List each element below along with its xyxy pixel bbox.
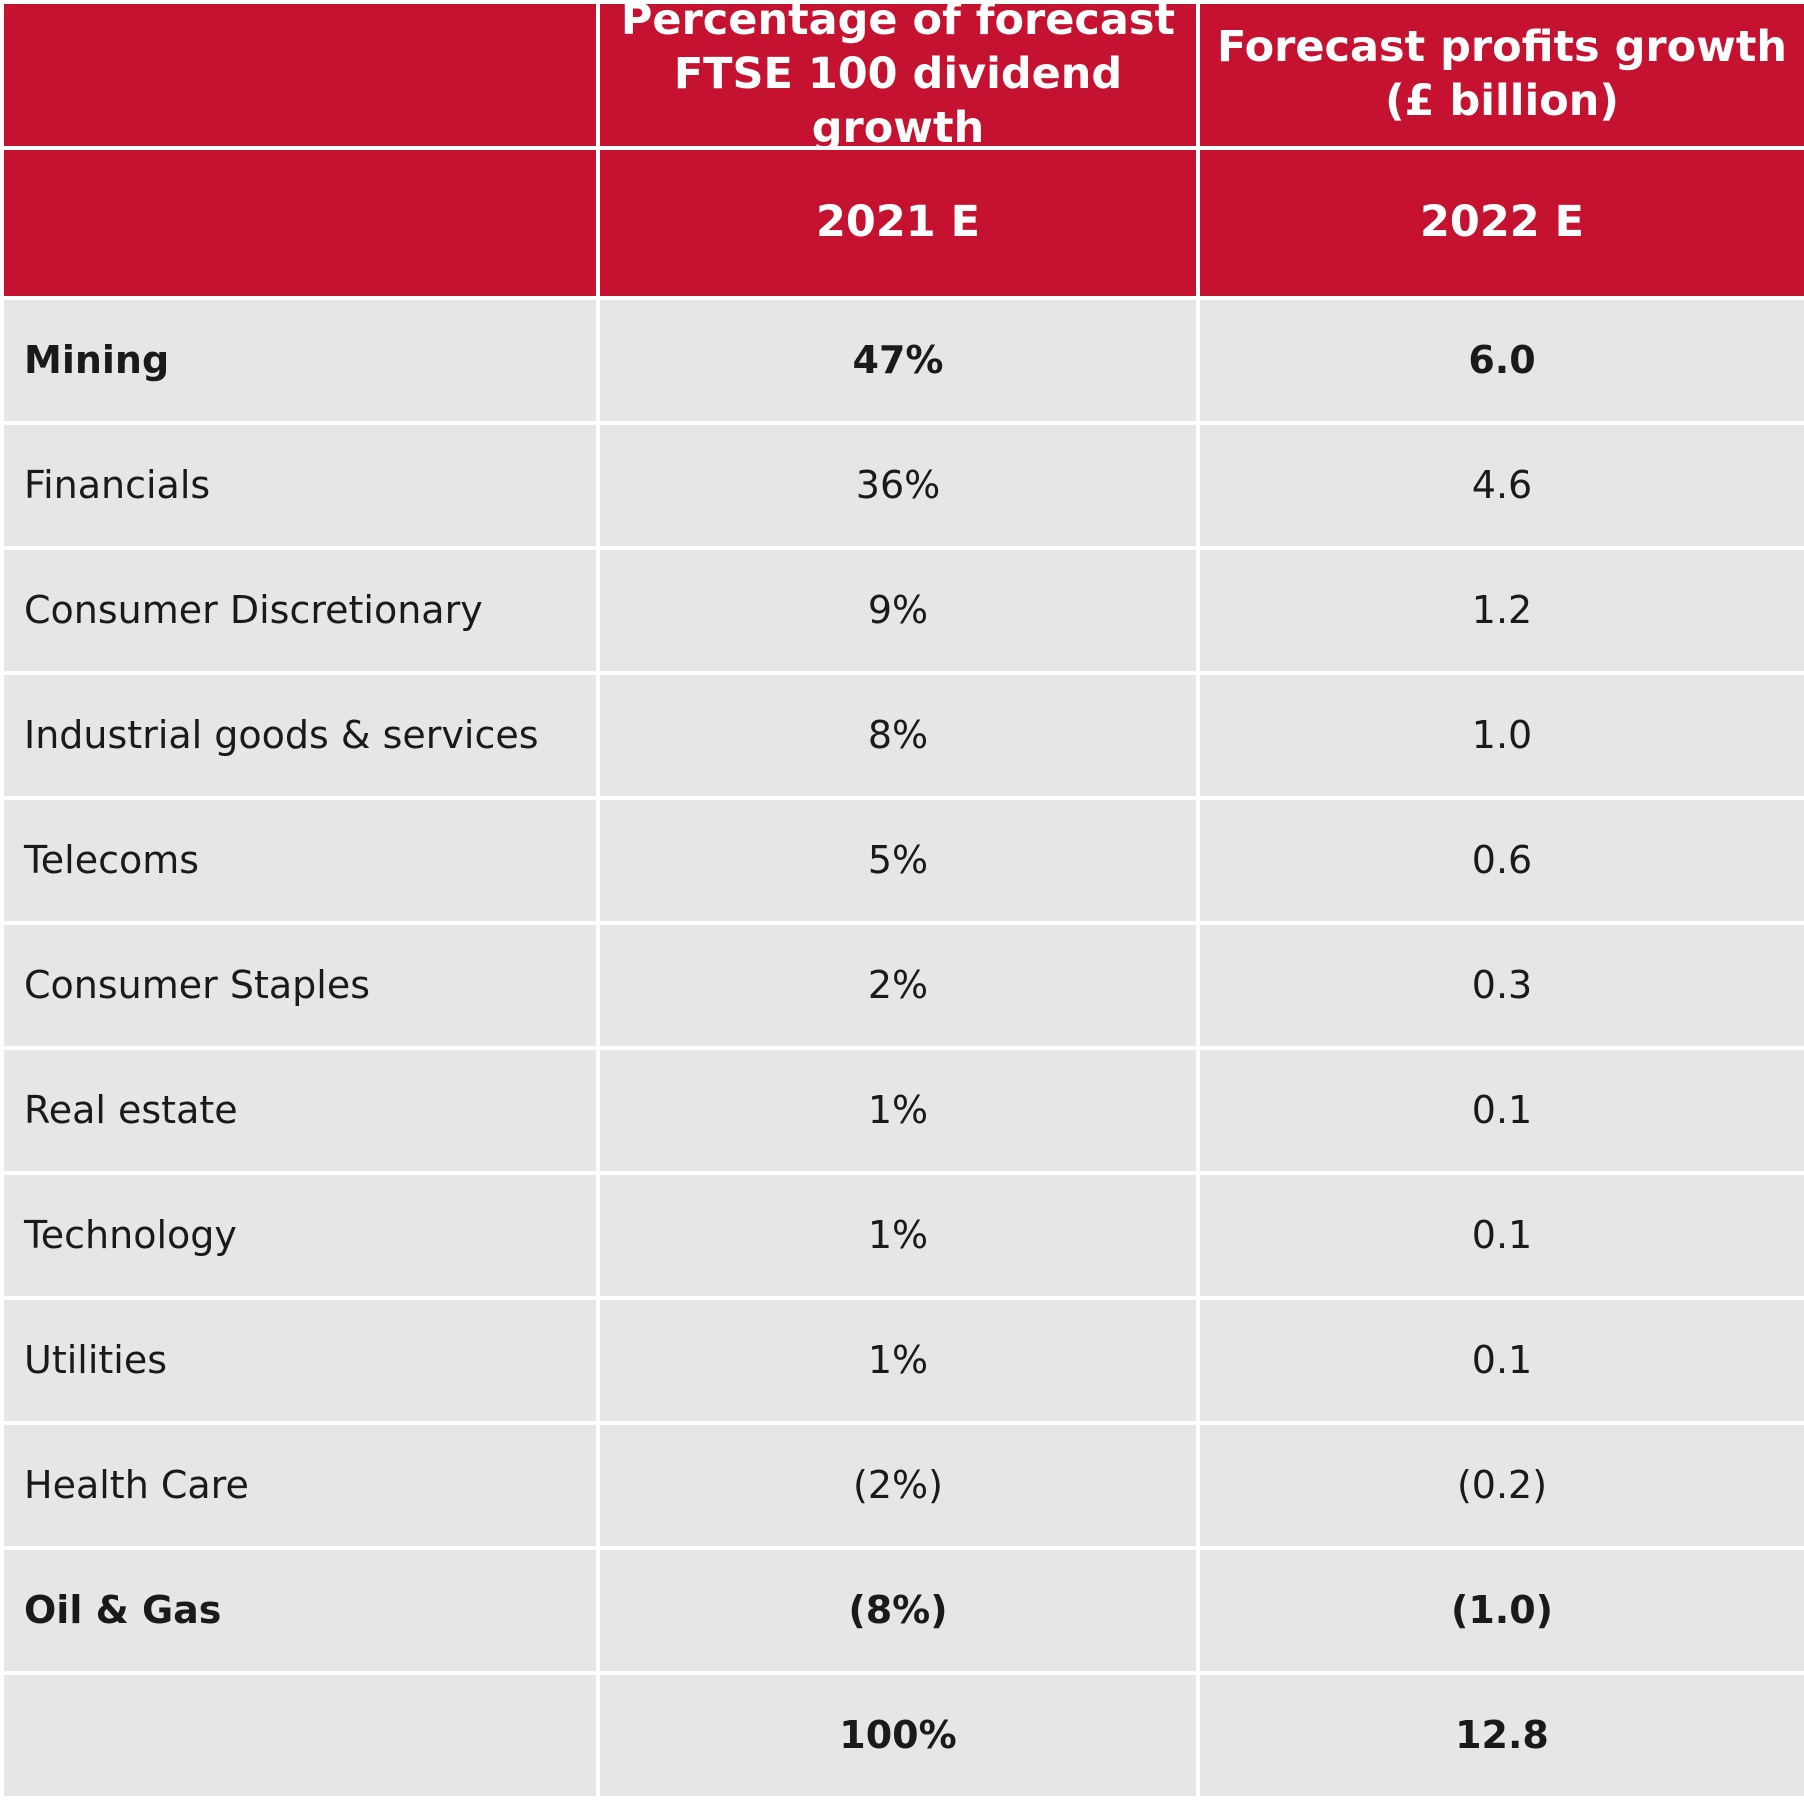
header-dividend-growth: Percentage of forecast FTSE 100 dividend… bbox=[600, 0, 1200, 153]
row-sector-financials: Financials bbox=[0, 425, 600, 550]
row-pct-financials: 36% bbox=[600, 425, 1200, 550]
header-dividend-growth-line2: FTSE 100 dividend growth bbox=[673, 49, 1123, 153]
row-pct-technology: 1% bbox=[600, 1175, 1200, 1300]
row-pct-telecoms: 5% bbox=[600, 800, 1200, 925]
row-pct-consumer-staples: 2% bbox=[600, 925, 1200, 1050]
row-sector-health-care: Health Care bbox=[0, 1425, 600, 1550]
row-profit-real-estate: 0.1 bbox=[1200, 1050, 1804, 1175]
row-profit-oil-gas: (1.0) bbox=[1200, 1550, 1804, 1675]
row-sector-oil-gas: Oil & Gas bbox=[0, 1550, 600, 1675]
header-dividend-growth-line1: Percentage of forecast bbox=[620, 0, 1176, 46]
row-pct-consumer-discretionary: 9% bbox=[600, 550, 1200, 675]
total-label bbox=[0, 1675, 600, 1800]
row-profit-mining: 6.0 bbox=[1200, 300, 1804, 425]
row-sector-consumer-discretionary: Consumer Discretionary bbox=[0, 550, 600, 675]
header-profits-growth-line2: (£ billion) bbox=[1384, 76, 1620, 126]
row-sector-consumer-staples: Consumer Staples bbox=[0, 925, 600, 1050]
row-profit-technology: 0.1 bbox=[1200, 1175, 1804, 1300]
header-year-2021: 2021 E bbox=[600, 150, 1200, 300]
row-sector-mining: Mining bbox=[0, 300, 600, 425]
row-pct-real-estate: 1% bbox=[600, 1050, 1200, 1175]
total-profit: 12.8 bbox=[1200, 1675, 1804, 1800]
header-corner-cell bbox=[0, 0, 600, 150]
row-profit-financials: 4.6 bbox=[1200, 425, 1804, 550]
row-pct-industrial-goods: 8% bbox=[600, 675, 1200, 800]
row-profit-consumer-discretionary: 1.2 bbox=[1200, 550, 1804, 675]
row-pct-utilities: 1% bbox=[600, 1300, 1200, 1425]
row-pct-oil-gas: (8%) bbox=[600, 1550, 1200, 1675]
row-pct-health-care: (2%) bbox=[600, 1425, 1200, 1550]
row-sector-technology: Technology bbox=[0, 1175, 600, 1300]
header-profits-growth: Forecast profits growth (£ billion) bbox=[1200, 0, 1804, 150]
header-year-2022: 2022 E bbox=[1200, 150, 1804, 300]
header-year-corner-cell bbox=[0, 150, 600, 300]
row-profit-health-care: (0.2) bbox=[1200, 1425, 1804, 1550]
row-sector-utilities: Utilities bbox=[0, 1300, 600, 1425]
row-sector-real-estate: Real estate bbox=[0, 1050, 600, 1175]
row-profit-industrial-goods: 1.0 bbox=[1200, 675, 1804, 800]
row-profit-telecoms: 0.6 bbox=[1200, 800, 1804, 925]
row-sector-telecoms: Telecoms bbox=[0, 800, 600, 925]
row-profit-consumer-staples: 0.3 bbox=[1200, 925, 1804, 1050]
row-sector-industrial-goods: Industrial goods & services bbox=[0, 675, 600, 800]
header-profits-growth-line1: Forecast profits growth bbox=[1216, 22, 1788, 73]
total-pct: 100% bbox=[600, 1675, 1200, 1800]
row-pct-mining: 47% bbox=[600, 300, 1200, 425]
row-profit-utilities: 0.1 bbox=[1200, 1300, 1804, 1425]
